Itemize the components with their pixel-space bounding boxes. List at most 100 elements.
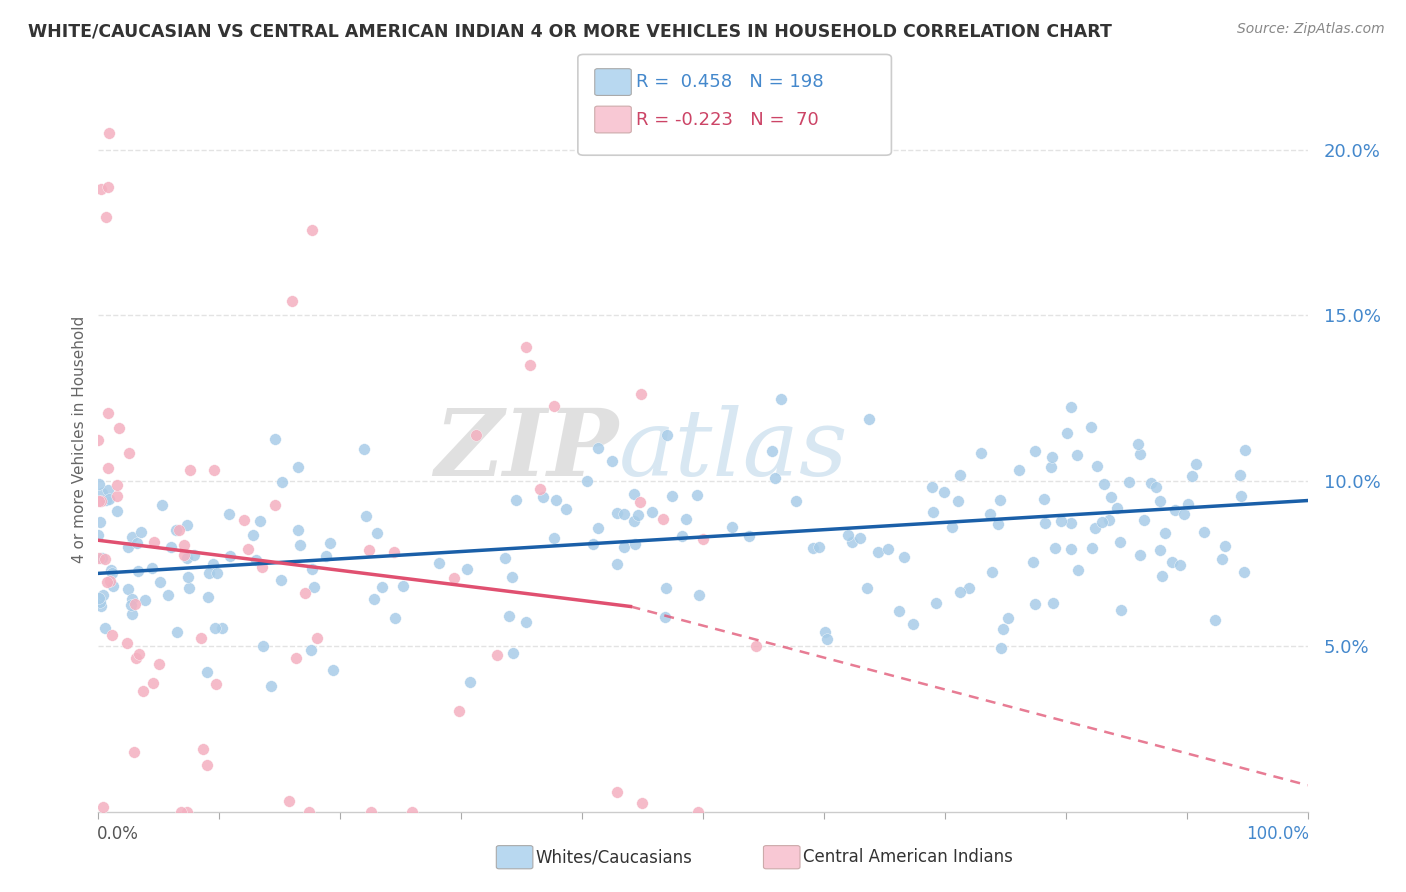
Point: [1140, 475, 1163, 490]
Point: [1149, 494, 1171, 508]
Text: 100.0%: 100.0%: [1246, 825, 1309, 843]
Text: R =  0.458   N = 198: R = 0.458 N = 198: [636, 73, 823, 91]
Point: [889, 604, 911, 618]
Point: [107, 421, 129, 435]
Point: [305, 631, 328, 645]
Text: WHITE/CAUCASIAN VS CENTRAL AMERICAN INDIAN 4 OR MORE VEHICLES IN HOUSEHOLD CORRE: WHITE/CAUCASIAN VS CENTRAL AMERICAN INDI…: [28, 22, 1112, 40]
Point: [1154, 525, 1177, 540]
Point: [1080, 419, 1102, 434]
Point: [624, 537, 647, 551]
Point: [176, 551, 198, 566]
Point: [87, 591, 110, 606]
Point: [1050, 514, 1073, 528]
Text: 0.0%: 0.0%: [97, 825, 139, 843]
Point: [543, 399, 565, 413]
Point: [127, 564, 149, 578]
Point: [97, 179, 120, 194]
Point: [1144, 480, 1167, 494]
Point: [125, 650, 148, 665]
Point: [89, 515, 111, 529]
Text: atlas: atlas: [619, 406, 848, 495]
Point: [105, 489, 128, 503]
Point: [280, 293, 302, 308]
Point: [166, 625, 188, 640]
Point: [117, 582, 139, 596]
Point: [100, 563, 122, 577]
Point: [232, 513, 254, 527]
Point: [359, 542, 381, 557]
Point: [141, 560, 163, 574]
Point: [101, 628, 124, 642]
Point: [501, 569, 523, 583]
Point: [124, 597, 146, 611]
Point: [117, 540, 139, 554]
Point: [97, 461, 120, 475]
Point: [96, 493, 118, 508]
Point: [366, 526, 388, 541]
Point: [94, 552, 117, 566]
Point: [97, 405, 120, 419]
Point: [837, 528, 859, 542]
Point: [1149, 543, 1171, 558]
Point: [1024, 598, 1046, 612]
Point: [260, 679, 283, 693]
Point: [298, 805, 321, 819]
Point: [628, 494, 651, 508]
Point: [1161, 555, 1184, 569]
Point: [1059, 400, 1081, 414]
Point: [105, 478, 128, 492]
Point: [87, 494, 110, 508]
Point: [586, 441, 609, 455]
Point: [252, 560, 274, 574]
Point: [1042, 596, 1064, 610]
Point: [1213, 539, 1236, 553]
Point: [1129, 447, 1152, 461]
Point: [93, 621, 115, 635]
Point: [988, 493, 1011, 508]
Point: [278, 794, 301, 808]
Point: [242, 528, 264, 542]
Point: [1060, 541, 1083, 556]
Point: [922, 505, 945, 519]
Point: [606, 506, 628, 520]
Point: [1081, 541, 1104, 556]
Point: [392, 579, 415, 593]
Point: [87, 433, 110, 447]
Point: [582, 537, 605, 551]
Point: [165, 523, 187, 537]
Point: [505, 492, 527, 507]
Point: [606, 784, 628, 798]
Point: [149, 574, 172, 589]
Point: [671, 529, 693, 543]
Point: [1066, 448, 1088, 462]
Point: [815, 632, 838, 647]
Point: [498, 608, 520, 623]
Point: [271, 475, 294, 489]
Point: [1033, 492, 1056, 507]
Point: [623, 514, 645, 528]
Point: [661, 490, 683, 504]
Point: [91, 588, 114, 602]
Point: [1181, 468, 1204, 483]
Point: [519, 358, 541, 372]
Point: [692, 532, 714, 546]
Point: [170, 805, 193, 819]
Point: [128, 647, 150, 661]
Point: [190, 632, 212, 646]
Point: [1211, 552, 1233, 566]
Point: [515, 615, 537, 629]
Point: [204, 621, 226, 635]
Text: Whites/Caucasians: Whites/Caucasians: [536, 848, 693, 866]
Point: [1105, 501, 1128, 516]
Point: [205, 566, 228, 580]
Point: [946, 494, 969, 508]
Point: [238, 542, 260, 557]
Point: [447, 704, 470, 718]
Point: [159, 540, 181, 554]
Point: [990, 641, 1012, 656]
Point: [115, 635, 138, 649]
Point: [290, 537, 312, 551]
Point: [1098, 513, 1121, 527]
Point: [613, 541, 636, 555]
Point: [987, 517, 1010, 532]
